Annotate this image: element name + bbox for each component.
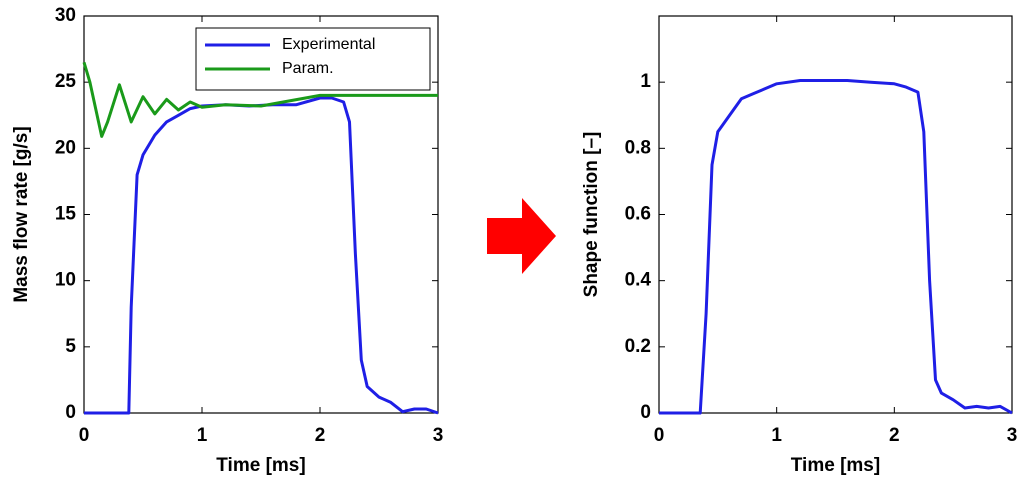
plot-area [658,15,1013,414]
legend-box [195,27,431,91]
y-tick-label: 0 [640,402,651,423]
x-tick-label: 3 [1007,425,1018,446]
y-tick-label: 0 [65,402,76,423]
x-tick-label: 2 [315,425,326,446]
x-tick-label: 0 [654,425,665,446]
y-axis-label: Shape function [–] [581,132,602,298]
x-tick-label: 2 [889,425,900,446]
y-tick-label: 20 [55,137,76,158]
y-axis-label: Mass flow rate [g/s] [11,126,32,302]
y-tick-label: 10 [55,270,76,291]
y-tick-label: 15 [55,204,77,225]
y-tick-label: 0.6 [625,204,651,225]
legend-label: Param. [282,60,334,77]
data-line [659,79,1013,415]
x-tick-label: 3 [433,425,444,446]
y-tick-label: 30 [55,5,76,26]
x-axis-label: Time [ms] [791,455,880,476]
legend-label: Experimental [282,36,375,53]
x-axis-label: Time [ms] [216,455,305,476]
x-tick-label: 1 [771,425,782,446]
y-tick-label: 0.4 [625,270,652,291]
data-line [84,96,439,415]
arrow [487,198,556,274]
x-tick-label: 0 [79,425,90,446]
x-tick-label: 1 [197,425,208,446]
y-tick-label: 0.2 [625,336,651,357]
y-tick-label: 5 [65,336,76,357]
y-tick-label: 0.8 [625,137,651,158]
y-tick-label: 25 [55,71,77,92]
data-line [82,61,438,138]
y-tick-label: 1 [640,71,651,92]
